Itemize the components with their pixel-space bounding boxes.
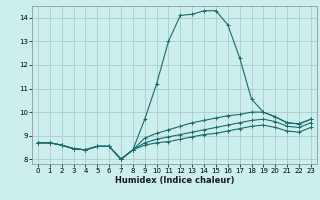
X-axis label: Humidex (Indice chaleur): Humidex (Indice chaleur) — [115, 176, 234, 185]
